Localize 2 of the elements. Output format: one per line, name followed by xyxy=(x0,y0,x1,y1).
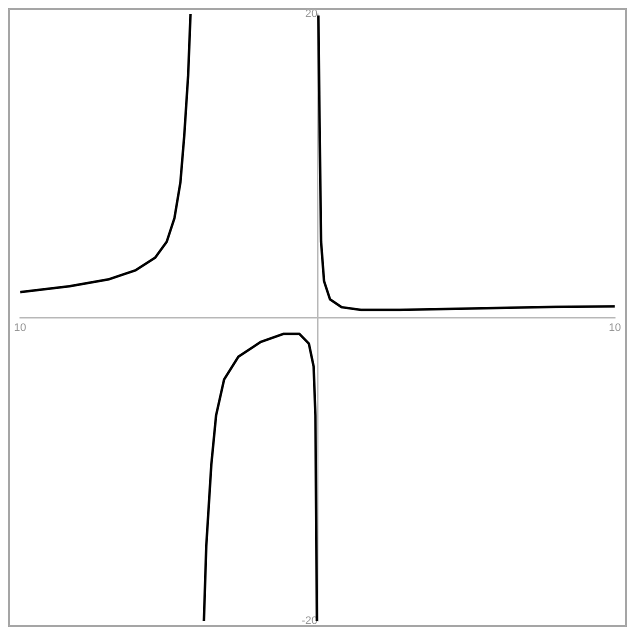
x-tick-label: 10 xyxy=(14,322,26,334)
x-tick-label: 10 xyxy=(608,322,622,334)
